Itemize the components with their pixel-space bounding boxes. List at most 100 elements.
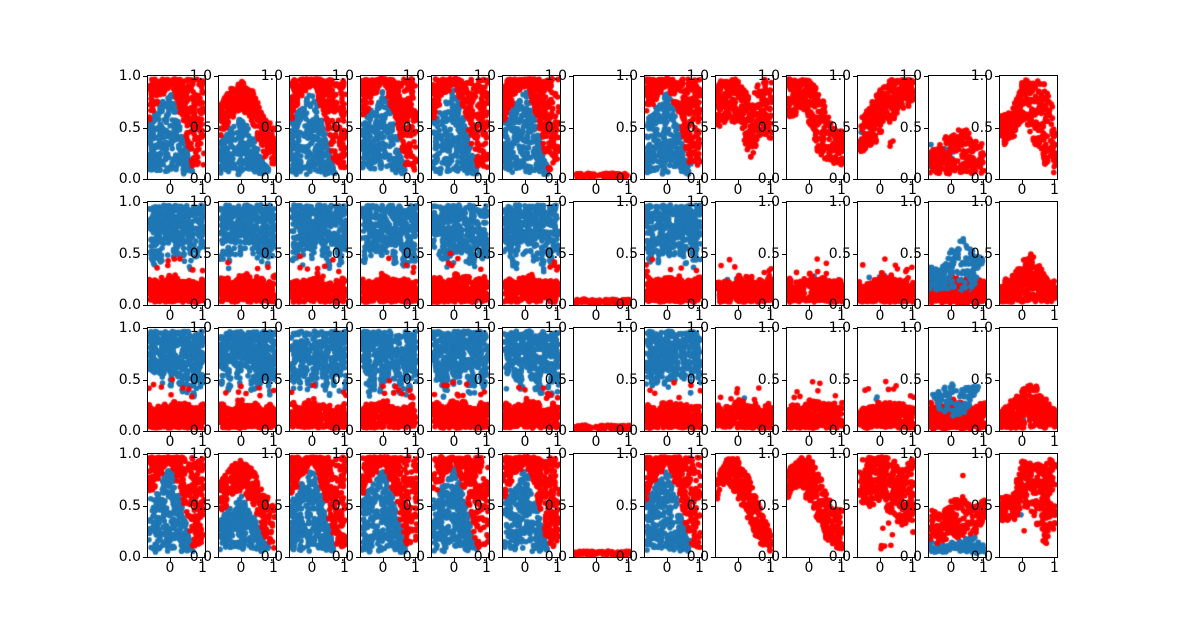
x-tick-mark xyxy=(557,558,558,562)
y-tick-mark xyxy=(285,305,289,306)
y-tick-label: 1.0 xyxy=(189,68,212,84)
y-tick-label: 1.0 xyxy=(402,68,425,84)
x-tick-mark xyxy=(1054,180,1055,184)
y-tick-label: 0.5 xyxy=(544,119,567,136)
x-tick-mark xyxy=(273,432,274,436)
x-tick-mark xyxy=(983,432,984,436)
y-tick-label: 1.0 xyxy=(686,320,709,336)
y-tick-label: 0.0 xyxy=(544,549,567,565)
x-tick-label: 0 xyxy=(165,560,175,576)
x-tick-mark xyxy=(383,180,384,184)
y-tick-mark xyxy=(995,128,999,129)
y-tick-label: 0.5 xyxy=(970,245,993,262)
y-tick-label: 0.5 xyxy=(615,497,638,514)
subplot-r1c2: 1.0 0.5 0.0 0 1 xyxy=(190,68,278,198)
x-tick-mark xyxy=(951,180,952,184)
y-tick-label: 1.0 xyxy=(615,446,638,462)
y-tick-mark xyxy=(640,202,644,203)
subplot-r1c3: 1.0 0.5 0.0 0 1 xyxy=(261,68,349,198)
y-tick-label: 0.5 xyxy=(118,371,141,388)
y-tick-label: 0.0 xyxy=(615,297,638,313)
y-tick-label: 1.0 xyxy=(970,446,993,462)
x-tick-mark xyxy=(912,432,913,436)
y-tick-mark xyxy=(214,328,218,329)
y-tick-label: 0.5 xyxy=(473,119,496,136)
y-tick-label: 0.0 xyxy=(686,423,709,439)
y-tick-label: 0.0 xyxy=(686,549,709,565)
x-tick-label: 1 xyxy=(1049,434,1059,450)
y-tick-mark xyxy=(214,431,218,432)
x-tick-label: 0 xyxy=(804,308,814,324)
scatter-points-canvas xyxy=(787,202,844,305)
subplot-r3c7: 1.0 0.5 0.0 0 1 xyxy=(545,320,633,450)
y-tick-label: 1.0 xyxy=(686,446,709,462)
y-tick-label: 1.0 xyxy=(615,320,638,336)
scatter-points-canvas xyxy=(787,328,844,431)
x-tick-label: 0 xyxy=(307,308,317,324)
y-tick-mark xyxy=(214,506,218,507)
y-tick-mark xyxy=(640,557,644,558)
subplot-r3c3: 1.0 0.5 0.0 0 1 xyxy=(261,320,349,450)
y-tick-label: 1.0 xyxy=(828,68,851,84)
y-tick-mark xyxy=(498,76,502,77)
y-tick-mark xyxy=(356,328,360,329)
y-tick-mark xyxy=(782,557,786,558)
scatter-points-canvas xyxy=(716,328,773,431)
subplot-r2c1: 1.0 0.5 0.0 0 1 xyxy=(119,194,207,324)
y-tick-mark xyxy=(924,328,928,329)
x-tick-mark xyxy=(241,558,242,562)
x-tick-label: 1 xyxy=(978,560,988,576)
y-tick-label: 1.0 xyxy=(118,320,141,336)
x-tick-label: 1 xyxy=(339,182,349,198)
y-tick-mark xyxy=(853,380,857,381)
x-tick-label: 1 xyxy=(1049,308,1059,324)
y-tick-mark xyxy=(356,557,360,558)
y-tick-label: 0.5 xyxy=(757,497,780,514)
y-tick-mark xyxy=(640,76,644,77)
y-tick-label: 0.0 xyxy=(899,297,922,313)
y-tick-label: 0.0 xyxy=(828,423,851,439)
scatter-points-canvas xyxy=(716,454,773,557)
y-tick-label: 1.0 xyxy=(899,68,922,84)
y-tick-mark xyxy=(569,305,573,306)
scatter-points-canvas xyxy=(1000,76,1057,179)
y-tick-mark xyxy=(285,128,289,129)
y-tick-mark xyxy=(711,202,715,203)
x-tick-mark xyxy=(312,180,313,184)
y-tick-mark xyxy=(498,454,502,455)
x-tick-mark xyxy=(1022,306,1023,310)
x-tick-label: 1 xyxy=(765,434,775,450)
x-tick-label: 0 xyxy=(236,308,246,324)
y-tick-mark xyxy=(995,179,999,180)
y-tick-mark xyxy=(214,179,218,180)
scatter-points-canvas xyxy=(148,76,205,179)
y-tick-mark xyxy=(640,328,644,329)
scatter-points-canvas xyxy=(858,328,915,431)
x-tick-label: 0 xyxy=(378,308,388,324)
y-tick-mark xyxy=(640,179,644,180)
y-tick-label: 0.5 xyxy=(970,371,993,388)
y-tick-label: 0.5 xyxy=(331,497,354,514)
y-tick-mark xyxy=(569,454,573,455)
x-tick-mark xyxy=(454,558,455,562)
x-tick-mark xyxy=(415,432,416,436)
x-tick-label: 1 xyxy=(481,434,491,450)
x-tick-mark xyxy=(1022,558,1023,562)
y-tick-label: 0.0 xyxy=(544,297,567,313)
x-tick-label: 0 xyxy=(591,434,601,450)
subplot-r1c12: 1.0 0.5 0.0 0 1 xyxy=(900,68,988,198)
x-tick-mark xyxy=(486,306,487,310)
y-tick-label: 0.5 xyxy=(757,245,780,262)
y-tick-label: 1.0 xyxy=(828,320,851,336)
x-tick-mark xyxy=(628,432,629,436)
y-tick-mark xyxy=(995,76,999,77)
subplot-r4c9: 1.0 0.5 0.0 0 1 xyxy=(687,446,775,576)
subplot-r4c10: 1.0 0.5 0.0 0 1 xyxy=(758,446,846,576)
subplot-r1c11: 1.0 0.5 0.0 0 1 xyxy=(829,68,917,198)
x-tick-label: 1 xyxy=(836,434,846,450)
x-tick-mark xyxy=(312,432,313,436)
y-tick-mark xyxy=(924,380,928,381)
x-tick-label: 1 xyxy=(197,434,207,450)
y-tick-mark xyxy=(569,557,573,558)
